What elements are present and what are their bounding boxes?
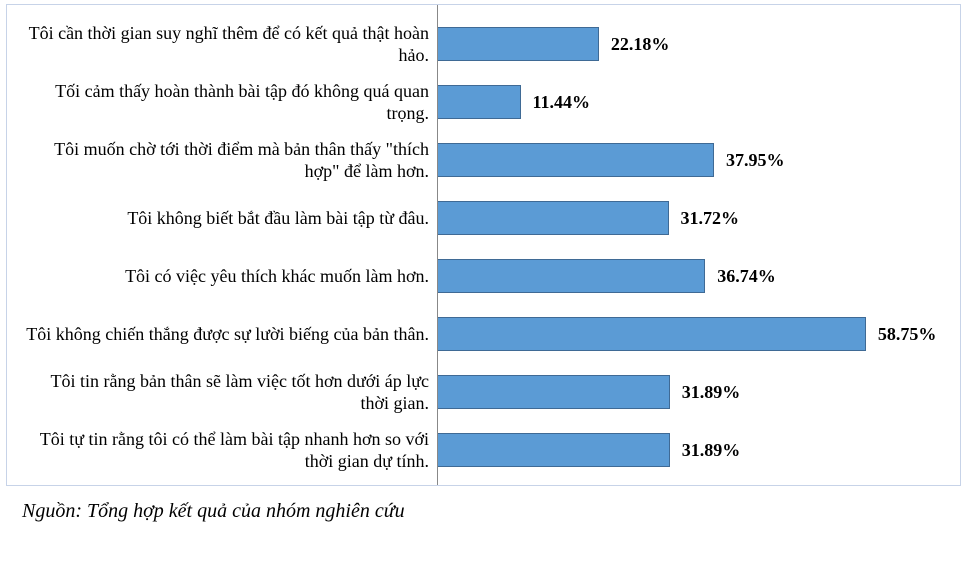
value-label: 36.74% (717, 266, 776, 287)
category-label: Tôi tin rằng bản thân sẽ làm việc tốt hơ… (19, 370, 437, 415)
bar-chart: Tôi cần thời gian suy nghĩ thêm để có kế… (6, 4, 961, 486)
chart-row: Tôi tin rằng bản thân sẽ làm việc tốt hơ… (19, 363, 948, 421)
bar (437, 85, 521, 119)
source-note: Nguồn: Tổng hợp kết quả của nhóm nghiên … (22, 500, 965, 523)
value-label: 37.95% (726, 150, 785, 171)
category-label: Tôi cần thời gian suy nghĩ thêm để có kế… (19, 22, 437, 67)
category-label: Tối cảm thấy hoàn thành bài tập đó không… (19, 80, 437, 125)
chart-row: Tôi cần thời gian suy nghĩ thêm để có kế… (19, 15, 948, 73)
chart-row: Tôi tự tin rằng tôi có thể làm bài tập n… (19, 421, 948, 479)
bar (437, 375, 670, 409)
category-label: Tôi không chiến thắng được sự lười biếng… (19, 323, 437, 346)
value-label: 58.75% (878, 324, 937, 345)
bar (437, 433, 670, 467)
bar-track: 36.74% (437, 247, 948, 305)
chart-row: Tôi không chiến thắng được sự lười biếng… (19, 305, 948, 363)
bar (437, 201, 669, 235)
chart-row: Tôi không biết bắt đầu làm bài tập từ đâ… (19, 189, 948, 247)
bar (437, 27, 599, 61)
chart-row: Tôi muốn chờ tới thời điểm mà bản thân t… (19, 131, 948, 189)
category-label: Tôi không biết bắt đầu làm bài tập từ đâ… (19, 207, 437, 230)
category-label: Tôi tự tin rằng tôi có thể làm bài tập n… (19, 428, 437, 473)
bar-track: 31.89% (437, 363, 948, 421)
bar-track: 22.18% (437, 15, 948, 73)
category-label: Tôi muốn chờ tới thời điểm mà bản thân t… (19, 138, 437, 183)
value-label: 22.18% (611, 34, 670, 55)
value-label: 31.72% (681, 208, 740, 229)
bar-track: 58.75% (437, 305, 948, 363)
bar (437, 317, 866, 351)
bar (437, 143, 714, 177)
y-axis-line (437, 411, 438, 485)
bar-track: 31.72% (437, 189, 948, 247)
value-label: 31.89% (682, 382, 741, 403)
chart-row: Tối cảm thấy hoàn thành bài tập đó không… (19, 73, 948, 131)
bar-track: 11.44% (437, 73, 948, 131)
value-label: 11.44% (533, 92, 591, 113)
chart-row: Tôi có việc yêu thích khác muốn làm hơn.… (19, 247, 948, 305)
category-label: Tôi có việc yêu thích khác muốn làm hơn. (19, 265, 437, 288)
value-label: 31.89% (682, 440, 741, 461)
bar (437, 259, 705, 293)
bar-track: 31.89% (437, 421, 948, 479)
bar-track: 37.95% (437, 131, 948, 189)
